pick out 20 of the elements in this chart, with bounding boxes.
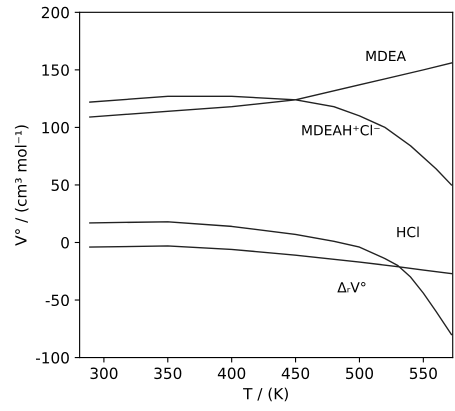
x-tick-label: 400 (218, 368, 246, 380)
y-tick-label: 0 (61, 236, 69, 249)
y-axis-title: V° / (cm³ mol⁻¹) (14, 125, 29, 246)
y-tick-label: 100 (42, 122, 69, 134)
annotation: ΔᵣV° (337, 282, 366, 292)
y-tick-label: 150 (42, 64, 69, 76)
annotation: MDEAH⁺Cl⁻ (302, 124, 380, 136)
x-tick-label: 300 (90, 368, 118, 380)
x-axis-title: T / (K) (243, 388, 288, 402)
y-tick-label: -100 (36, 352, 69, 364)
annotation: MDEA (366, 50, 406, 62)
y-tick-label: 200 (42, 6, 69, 18)
annotation: HCl (397, 226, 419, 238)
x-tick-label: 450 (282, 368, 310, 380)
y-tick-label: 50 (52, 179, 69, 191)
x-tick-label: 550 (410, 368, 437, 380)
x-tick-label: 350 (154, 368, 182, 380)
y-tick-label: -50 (46, 294, 69, 306)
x-tick-label: 500 (346, 368, 374, 380)
line-series (89, 221, 452, 336)
